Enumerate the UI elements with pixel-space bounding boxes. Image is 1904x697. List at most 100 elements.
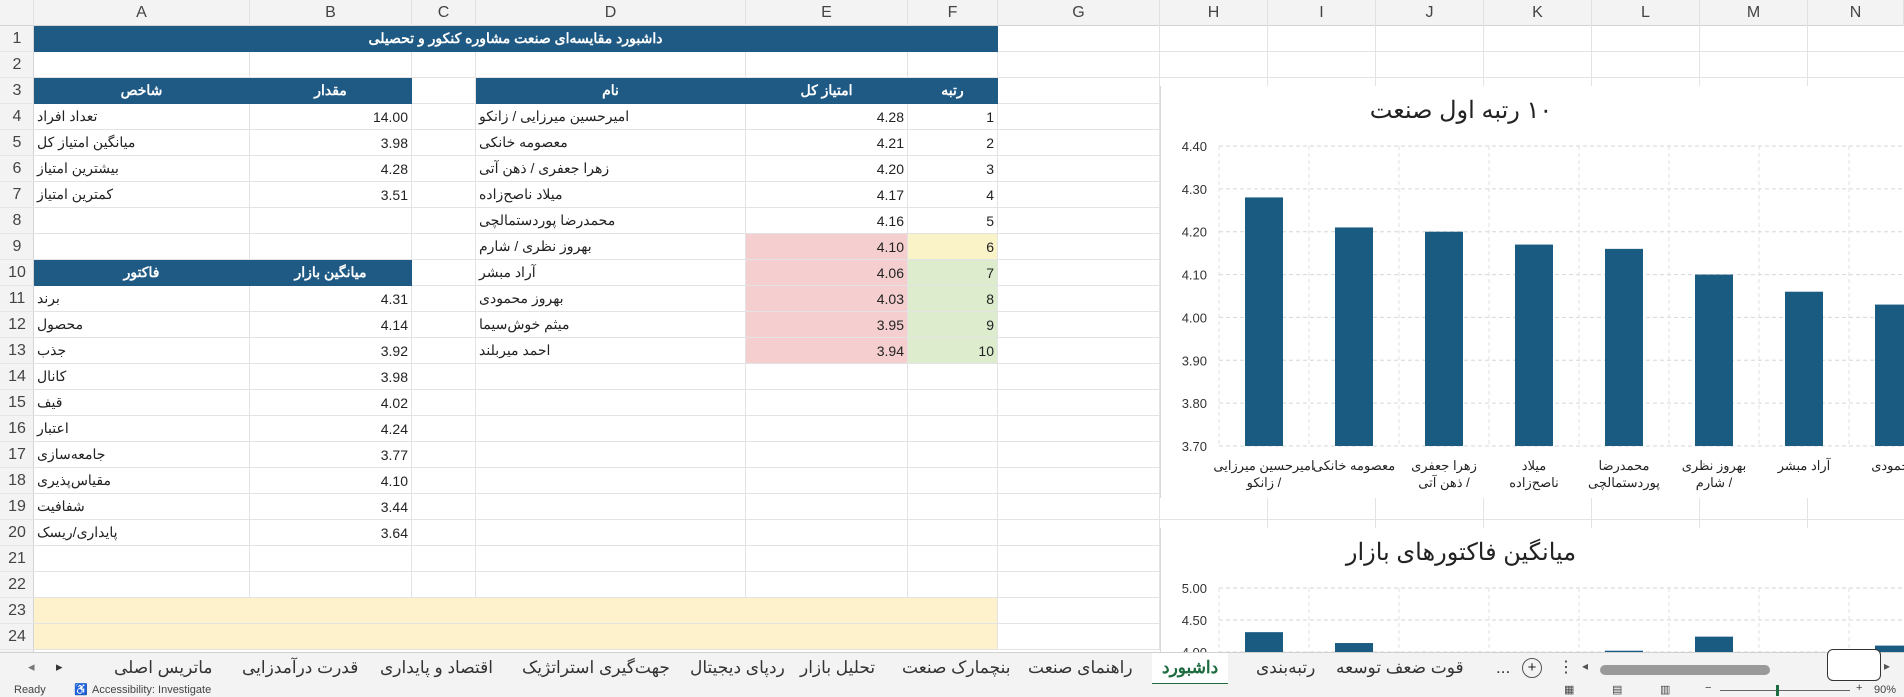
scroll-tabs-right-icon[interactable]: ▸ xyxy=(56,659,63,674)
ranking-rank[interactable]: 2 xyxy=(908,130,998,156)
ranking-rank[interactable]: 8 xyxy=(908,286,998,312)
grid-cell[interactable] xyxy=(250,52,412,78)
factor-value[interactable]: 4.24 xyxy=(250,416,412,442)
grid-cell[interactable] xyxy=(998,442,1160,468)
row-header-5[interactable]: 5 xyxy=(0,130,34,156)
grid-cell[interactable] xyxy=(998,208,1160,234)
bar[interactable] xyxy=(1785,291,1823,446)
ranking-name[interactable]: زهرا جعفری / ذهن آتی xyxy=(476,156,746,182)
grid-cell[interactable] xyxy=(908,364,998,390)
grid-cell[interactable] xyxy=(476,416,746,442)
resize-handle[interactable] xyxy=(1827,649,1881,681)
grid-cell[interactable] xyxy=(412,338,476,364)
summary-header-metric[interactable]: شاخص xyxy=(34,78,250,104)
factor-label[interactable]: محصول xyxy=(34,312,250,338)
row-header-10[interactable]: 10 xyxy=(0,260,34,286)
grid-cell[interactable] xyxy=(746,364,908,390)
row-header-8[interactable]: 8 xyxy=(0,208,34,234)
summary-value[interactable]: 14.00 xyxy=(250,104,412,130)
column-header-l[interactable]: L xyxy=(1592,0,1700,26)
grid-cell[interactable] xyxy=(250,572,412,598)
column-header-h[interactable]: H xyxy=(1160,0,1268,26)
sheet-tab[interactable]: رتبه‌بندی xyxy=(1256,658,1316,677)
ranking-score[interactable]: 4.20 xyxy=(746,156,908,182)
ranking-score[interactable]: 3.95 xyxy=(746,312,908,338)
dashboard-title[interactable]: داشبورد مقایسه‌ای صنعت مشاوره کنکور و تح… xyxy=(34,26,998,52)
grid-cell[interactable] xyxy=(412,286,476,312)
ranking-name[interactable]: معصومه خانکی xyxy=(476,130,746,156)
row-header-6[interactable]: 6 xyxy=(0,156,34,182)
factor-value[interactable]: 3.64 xyxy=(250,520,412,546)
zoom-slider-thumb[interactable] xyxy=(1776,685,1779,696)
column-header-c[interactable]: C xyxy=(412,0,476,26)
factor-value[interactable]: 4.31 xyxy=(250,286,412,312)
ranking-score[interactable]: 3.94 xyxy=(746,338,908,364)
grid-cell[interactable] xyxy=(34,234,250,260)
grid-cell[interactable] xyxy=(746,416,908,442)
grid-cell[interactable] xyxy=(746,390,908,416)
grid-cell[interactable] xyxy=(476,390,746,416)
grid-cell[interactable] xyxy=(908,494,998,520)
zoom-in-icon[interactable]: + xyxy=(1856,682,1863,694)
grid-cell[interactable] xyxy=(476,364,746,390)
grid-cell[interactable] xyxy=(412,104,476,130)
summary-value[interactable]: 4.28 xyxy=(250,156,412,182)
summary-label[interactable]: تعداد افراد xyxy=(34,104,250,130)
grid-cell[interactable] xyxy=(476,494,746,520)
grid-cell[interactable] xyxy=(908,468,998,494)
grid-cell[interactable] xyxy=(746,546,908,572)
ranking-score[interactable]: 4.06 xyxy=(746,260,908,286)
factor-value[interactable]: 3.98 xyxy=(250,364,412,390)
bar[interactable] xyxy=(1605,248,1643,446)
row-header-24[interactable]: 24 xyxy=(0,624,34,650)
column-header-m[interactable]: M xyxy=(1700,0,1808,26)
factor-label[interactable]: جامعه‌سازی xyxy=(34,442,250,468)
grid-cell[interactable] xyxy=(1268,494,1376,520)
bar[interactable] xyxy=(1245,632,1283,652)
row-header-9[interactable]: 9 xyxy=(0,234,34,260)
grid-cell[interactable] xyxy=(412,78,476,104)
grid-cell[interactable] xyxy=(412,520,476,546)
ranking-name[interactable]: میلاد ناصح‌زاده xyxy=(476,182,746,208)
bar[interactable] xyxy=(1875,645,1904,652)
grid-cell[interactable] xyxy=(998,78,1160,104)
grid-cell[interactable] xyxy=(1160,52,1268,78)
grid-cell[interactable] xyxy=(412,208,476,234)
grid-cell[interactable] xyxy=(908,52,998,78)
grid-cell[interactable] xyxy=(250,208,412,234)
grid-cell[interactable] xyxy=(476,546,746,572)
ranking-score[interactable]: 4.03 xyxy=(746,286,908,312)
row-header-7[interactable]: 7 xyxy=(0,182,34,208)
row-header-11[interactable]: 11 xyxy=(0,286,34,312)
grid-cell[interactable] xyxy=(746,442,908,468)
column-header-e[interactable]: E xyxy=(746,0,908,26)
grid-cell[interactable] xyxy=(412,130,476,156)
horizontal-scrollbar[interactable] xyxy=(1600,665,1770,675)
grid-cell[interactable] xyxy=(412,546,476,572)
grid-cell[interactable] xyxy=(998,286,1160,312)
ranking-rank[interactable]: 7 xyxy=(908,260,998,286)
grid-cell[interactable] xyxy=(998,234,1160,260)
summary-label[interactable]: میانگین امتیاز کل xyxy=(34,130,250,156)
summary-header-value[interactable]: مقدار xyxy=(250,78,412,104)
grid-cell[interactable] xyxy=(412,182,476,208)
grid-cell[interactable] xyxy=(998,52,1160,78)
grid-cell[interactable] xyxy=(1808,26,1904,52)
ranking-score[interactable]: 4.28 xyxy=(746,104,908,130)
grid-cell[interactable] xyxy=(1376,494,1484,520)
bar[interactable] xyxy=(1695,636,1733,652)
factor-value[interactable]: 4.10 xyxy=(250,468,412,494)
page-break-icon[interactable]: ▥ xyxy=(1660,684,1671,696)
column-header-i[interactable]: I xyxy=(1268,0,1376,26)
column-header-a[interactable]: A xyxy=(34,0,250,26)
grid-cell[interactable] xyxy=(1484,494,1592,520)
grid-cell[interactable] xyxy=(1808,494,1904,520)
sheet-tab[interactable]: ... xyxy=(1496,658,1511,677)
column-header-n[interactable]: N xyxy=(1808,0,1904,26)
grid-cell[interactable] xyxy=(412,364,476,390)
factor-label[interactable]: شفافیت xyxy=(34,494,250,520)
row-header-16[interactable]: 16 xyxy=(0,416,34,442)
hscroll-right-icon[interactable]: ▸ xyxy=(1884,659,1891,673)
grid-cell[interactable] xyxy=(34,208,250,234)
row-header-2[interactable]: 2 xyxy=(0,52,34,78)
